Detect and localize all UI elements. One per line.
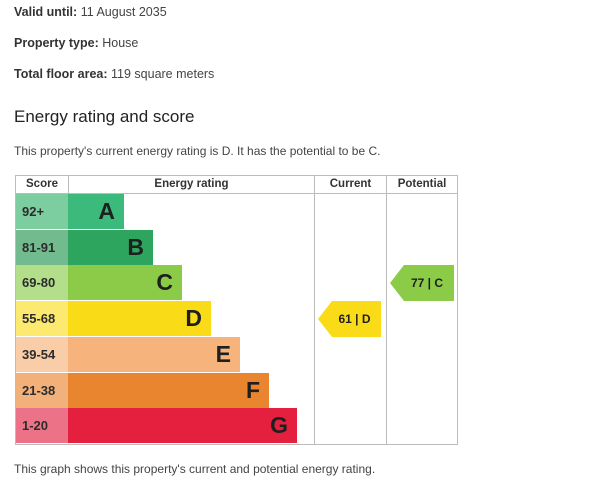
score-range-b: 81-91	[16, 230, 68, 265]
energy-rating-table: Score Energy rating Current Potential 92…	[15, 175, 458, 445]
current-header: Current	[329, 178, 372, 190]
header-divider	[15, 193, 458, 194]
band-f: F	[68, 373, 269, 408]
band-d: D	[68, 301, 211, 336]
table-left-border	[15, 175, 16, 445]
band-letter-d: D	[185, 305, 202, 331]
property-type-line: Property type: House	[14, 36, 138, 50]
score-range-c: 69-80	[16, 265, 68, 300]
graph-caption: This graph shows this property's current…	[14, 462, 376, 476]
band-g: G	[68, 408, 297, 443]
valid-until-value: 11 August 2035	[80, 5, 167, 19]
current-rating-arrow: 61 | D	[318, 301, 381, 337]
floor-area-line: Total floor area: 119 square meters	[14, 67, 214, 81]
band-a: A	[68, 194, 124, 229]
score-column-divider	[68, 175, 69, 193]
score-range-a: 92+	[16, 194, 68, 229]
table-right-border	[457, 175, 458, 445]
floor-area-label: Total floor area:	[14, 67, 108, 81]
rating-summary: This property's current energy rating is…	[14, 144, 381, 158]
band-letter-f: F	[245, 377, 260, 403]
band-e: E	[68, 337, 240, 372]
band-letter-c: C	[156, 269, 173, 295]
section-heading: Energy rating and score	[14, 107, 195, 126]
valid-until-label: Valid until:	[14, 5, 78, 19]
score-range-e: 39-54	[16, 337, 68, 372]
potential-rating-arrow: 77 | C	[390, 265, 454, 301]
floor-area-value: 119 square meters	[111, 67, 215, 81]
band-c: C	[68, 265, 182, 300]
score-range-g: 1-20	[16, 408, 68, 443]
band-letter-g: G	[270, 412, 288, 438]
property-type-label: Property type:	[14, 36, 99, 50]
table-top-border	[15, 175, 458, 176]
valid-until-line: Valid until: 11 August 2035	[14, 5, 167, 19]
current-column-divider	[314, 175, 315, 445]
band-letter-b: B	[127, 234, 144, 260]
score-range-d: 55-68	[16, 301, 68, 336]
score-range-f: 21-38	[16, 373, 68, 408]
energy-rating-header: Energy rating	[154, 178, 229, 190]
table-bottom-border	[15, 444, 458, 445]
potential-header: Potential	[397, 178, 447, 190]
property-type-value: House	[102, 36, 139, 50]
band-letter-a: A	[98, 198, 115, 224]
score-header: Score	[26, 178, 58, 190]
band-b: B	[68, 230, 153, 265]
potential-column-divider	[386, 175, 387, 445]
band-letter-e: E	[215, 341, 231, 367]
